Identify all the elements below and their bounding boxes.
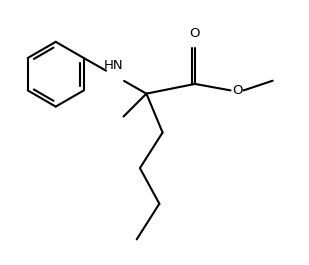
- Text: O: O: [232, 84, 242, 97]
- Text: O: O: [190, 27, 200, 40]
- Text: HN: HN: [104, 59, 123, 72]
